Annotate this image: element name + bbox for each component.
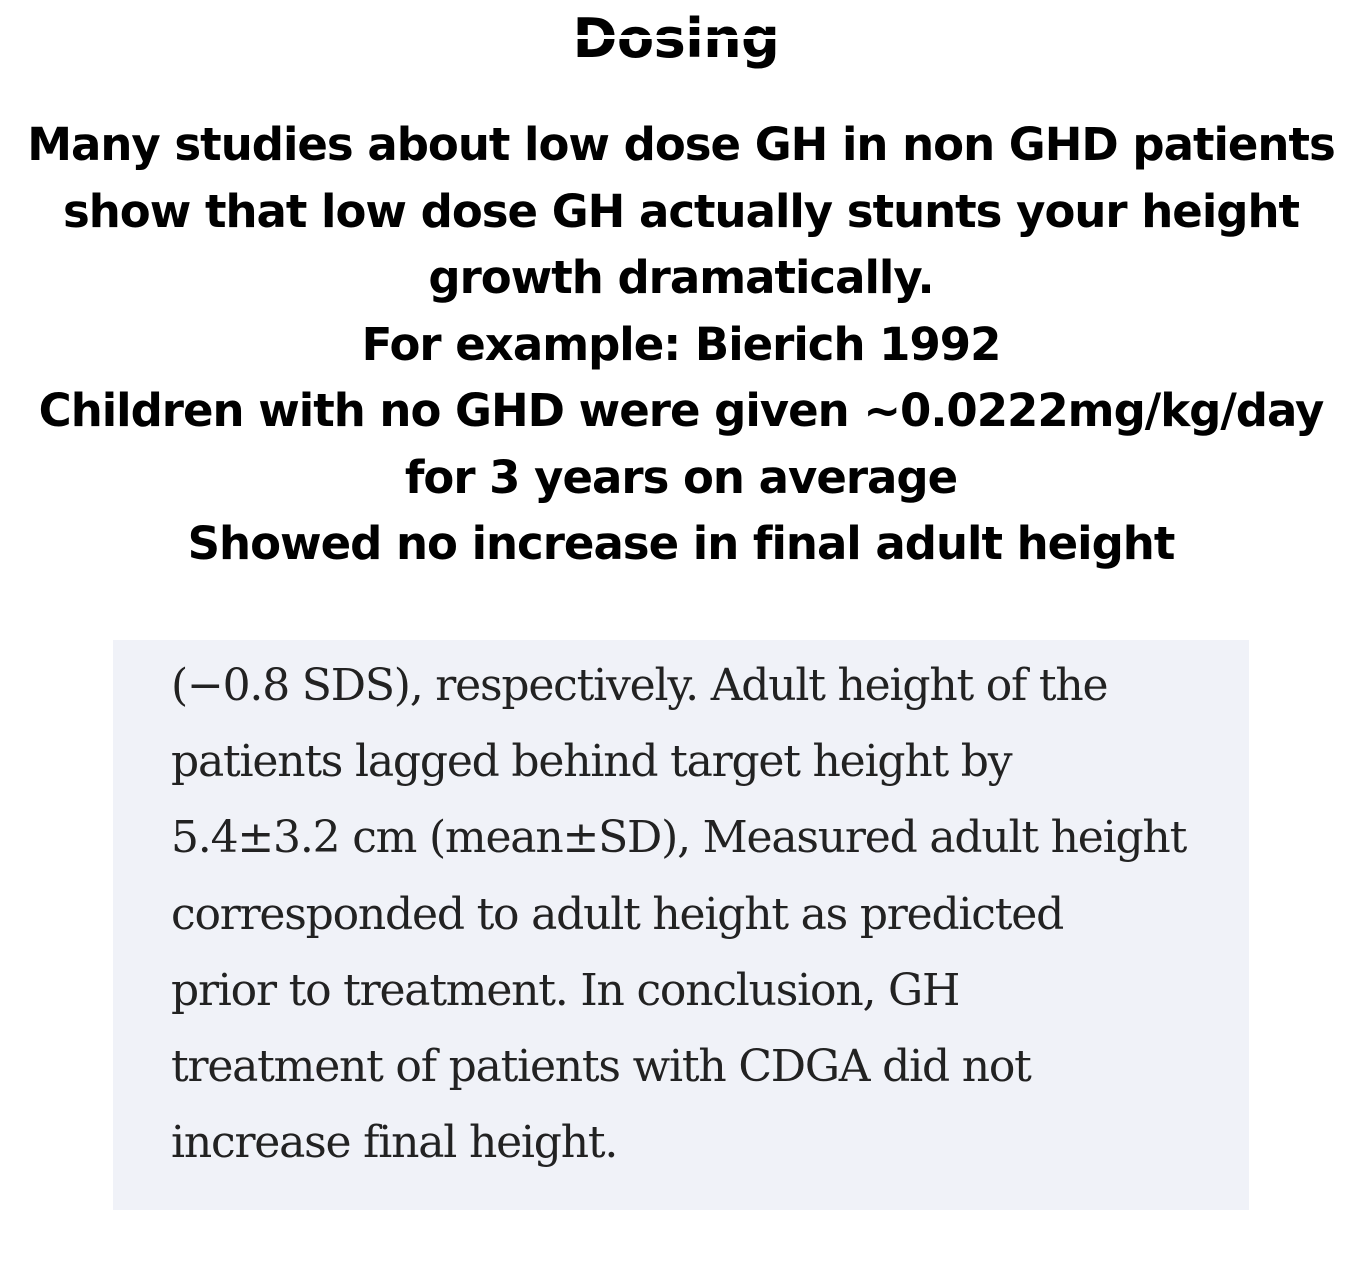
title-strike-line <box>566 35 798 39</box>
excerpt-line: corresponded to adult height as predicte… <box>171 888 1064 940</box>
excerpt-line: (−0.8 SDS), respectively. Adult height o… <box>171 660 1109 711</box>
headline-block: Many studies about low dose GH in non GH… <box>0 112 1352 578</box>
headline-line: growth dramatically. <box>428 251 934 304</box>
headline-line: For example: Bierich 1992 <box>361 317 1002 371</box>
excerpt-line: increase final height. <box>171 1117 618 1169</box>
excerpt-line: prior to treatment. In conclusion, GH <box>171 964 960 1016</box>
paper-excerpt-text: (−0.8 SDS), respectively. Adult height o… <box>171 648 1231 1181</box>
excerpt-line: 5.4±3.2 cm (mean±SD), Measured adult hei… <box>171 812 1187 864</box>
headline-line: for 3 years on average <box>404 450 958 504</box>
excerpt-line: treatment of patients with CDGA did not <box>171 1041 1032 1093</box>
headline-line: Children with no GHD were given ~0.0222m… <box>38 384 1325 437</box>
paper-excerpt-box: (−0.8 SDS), respectively. Adult height o… <box>113 640 1249 1210</box>
slide-title: Dosing <box>0 4 1352 74</box>
headline-line: show that low dose GH actually stunts yo… <box>62 184 1300 238</box>
excerpt-line: patients lagged behind target height by <box>171 736 1013 788</box>
headline-line: Showed no increase in final adult height <box>187 517 1176 570</box>
headline-line: Many studies about low dose GH in non GH… <box>27 118 1336 171</box>
